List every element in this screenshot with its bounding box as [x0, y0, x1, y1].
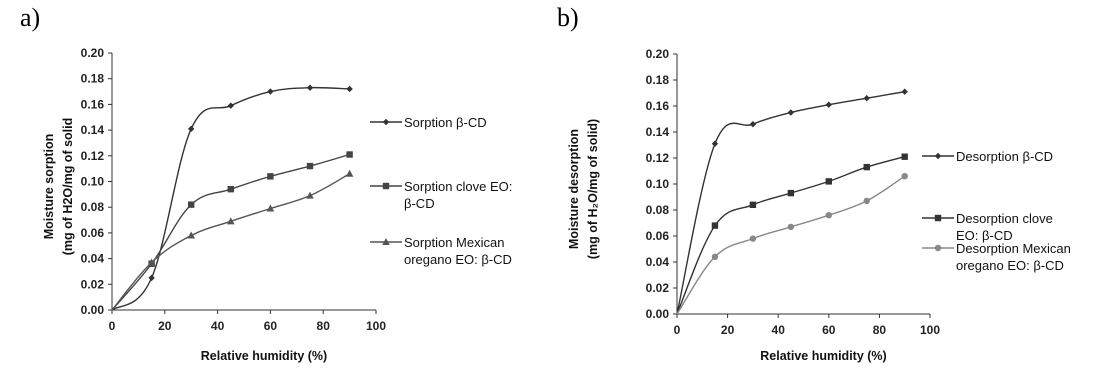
data-point — [902, 154, 908, 160]
panel-label: b) — [557, 3, 579, 32]
legend-label: oregano EO: β-CD — [956, 258, 1064, 273]
x-tick-label: 100 — [920, 323, 940, 337]
y-tick-label: 0.10 — [646, 177, 670, 191]
data-point — [267, 88, 273, 94]
data-point — [750, 235, 756, 241]
series-2: Desorption clove EO: β-CD — [677, 154, 1053, 315]
y-tick-label: 0.20 — [81, 46, 105, 60]
y-tick-label: 0.20 — [646, 47, 670, 61]
data-point — [307, 84, 313, 90]
y-tick-label: 0.02 — [81, 277, 105, 291]
legend-label: Desorption clove — [956, 211, 1053, 226]
data-point — [346, 151, 352, 157]
x-tick-label: 80 — [317, 319, 331, 333]
series-line — [677, 157, 905, 314]
x-axis-title: Relative humidity (%) — [760, 349, 886, 363]
y-tick-label: 0.18 — [81, 72, 105, 86]
data-point — [788, 190, 794, 196]
series-line — [112, 88, 350, 310]
y-tick-label: 0.00 — [646, 307, 670, 321]
legend-marker — [935, 245, 941, 251]
data-point — [267, 173, 273, 179]
data-point — [902, 173, 908, 179]
legend-label: Desorption Mexican — [956, 241, 1071, 256]
data-point — [826, 102, 832, 108]
x-tick-label: 40 — [772, 323, 786, 337]
legend-label: oregano EO: β-CD — [404, 252, 512, 267]
legend-label: β-CD — [404, 196, 435, 211]
data-point — [826, 178, 832, 184]
legend-label: Sorption β-CD — [404, 115, 487, 130]
x-tick-label: 0 — [674, 323, 681, 337]
series-line — [112, 174, 350, 310]
y-tick-label: 0.04 — [646, 255, 670, 269]
series-3: Desorption Mexican oregano EO: β-CD — [677, 173, 1071, 314]
data-point — [188, 126, 194, 132]
x-tick-label: 40 — [211, 319, 225, 333]
data-point — [228, 102, 234, 108]
panel-label: a) — [20, 3, 40, 32]
x-tick-label: 20 — [158, 319, 172, 333]
y-tick-label: 0.16 — [81, 97, 105, 111]
legend-marker — [383, 119, 389, 125]
y-tick-label: 0.14 — [81, 123, 105, 137]
legend-label: Sorption clove EO: — [404, 179, 512, 194]
legend-label: Sorption Mexican — [404, 235, 504, 250]
x-axis-title: Relative humidity (%) — [201, 349, 327, 363]
y-tick-label: 0.16 — [646, 99, 670, 113]
data-point — [307, 163, 313, 169]
y-tick-label: 0.08 — [81, 200, 105, 214]
data-point — [346, 170, 354, 177]
data-point — [750, 121, 756, 127]
y-tick-label: 0.18 — [646, 73, 670, 87]
y-axis-title-line2: (mg of H2O/mg of solid — [61, 118, 75, 256]
y-tick-label: 0.02 — [646, 281, 670, 295]
y-tick-label: 0.04 — [81, 252, 105, 266]
y-axis-title-line2: (mg of H₂O/mg of solid) — [586, 119, 600, 259]
x-tick-label: 0 — [109, 319, 116, 333]
data-point — [902, 89, 908, 95]
y-tick-label: 0.10 — [81, 175, 105, 189]
x-tick-label: 100 — [366, 319, 386, 333]
data-point — [712, 222, 718, 228]
x-tick-label: 60 — [822, 323, 836, 337]
data-point — [788, 109, 794, 115]
panel-b: b) 0.00 0.02 0.04 0.06 0.08 0.10 0.12 0.14 0.16 0.… — [557, 3, 1071, 363]
y-tick-label: 0.08 — [646, 203, 670, 217]
y-tick-label: 0.12 — [81, 149, 105, 163]
x-tick-label: 80 — [873, 323, 887, 337]
y-tick-label: 0.14 — [646, 125, 670, 139]
data-point — [864, 95, 870, 101]
data-point — [346, 86, 352, 92]
data-point — [826, 212, 832, 218]
y-tick-label: 0.00 — [81, 303, 105, 317]
x-tick-label: 20 — [721, 323, 735, 337]
data-point — [864, 198, 870, 204]
series-line — [677, 176, 905, 314]
data-point — [228, 186, 234, 192]
y-tick-label: 0.12 — [646, 151, 670, 165]
data-point — [788, 224, 794, 230]
data-point — [864, 164, 870, 170]
y-tick-label: 0.06 — [646, 229, 670, 243]
x-tick-label: 60 — [264, 319, 278, 333]
y-tick-label: 0.06 — [81, 226, 105, 240]
data-point — [712, 141, 718, 147]
data-point — [148, 275, 154, 281]
data-point — [187, 231, 195, 238]
y-axis-title-line1: Moisture sorption — [42, 134, 56, 240]
legend-marker — [935, 215, 941, 221]
series-line — [677, 92, 905, 314]
data-point — [750, 202, 756, 208]
legend-marker — [935, 153, 941, 159]
panel-a: a) 0.00 0.02 0.04 0.06 0.08 0.10 0.12 0.14 0.16 0.… — [20, 3, 512, 363]
y-axis-title-line1: Moisture desorption — [567, 129, 581, 249]
legend-marker — [383, 183, 389, 189]
data-point — [712, 254, 718, 260]
legend-label: Desorption β-CD — [956, 149, 1053, 164]
data-point — [188, 201, 194, 207]
series-2: Sorption clove EO: β-CD — [112, 151, 512, 310]
